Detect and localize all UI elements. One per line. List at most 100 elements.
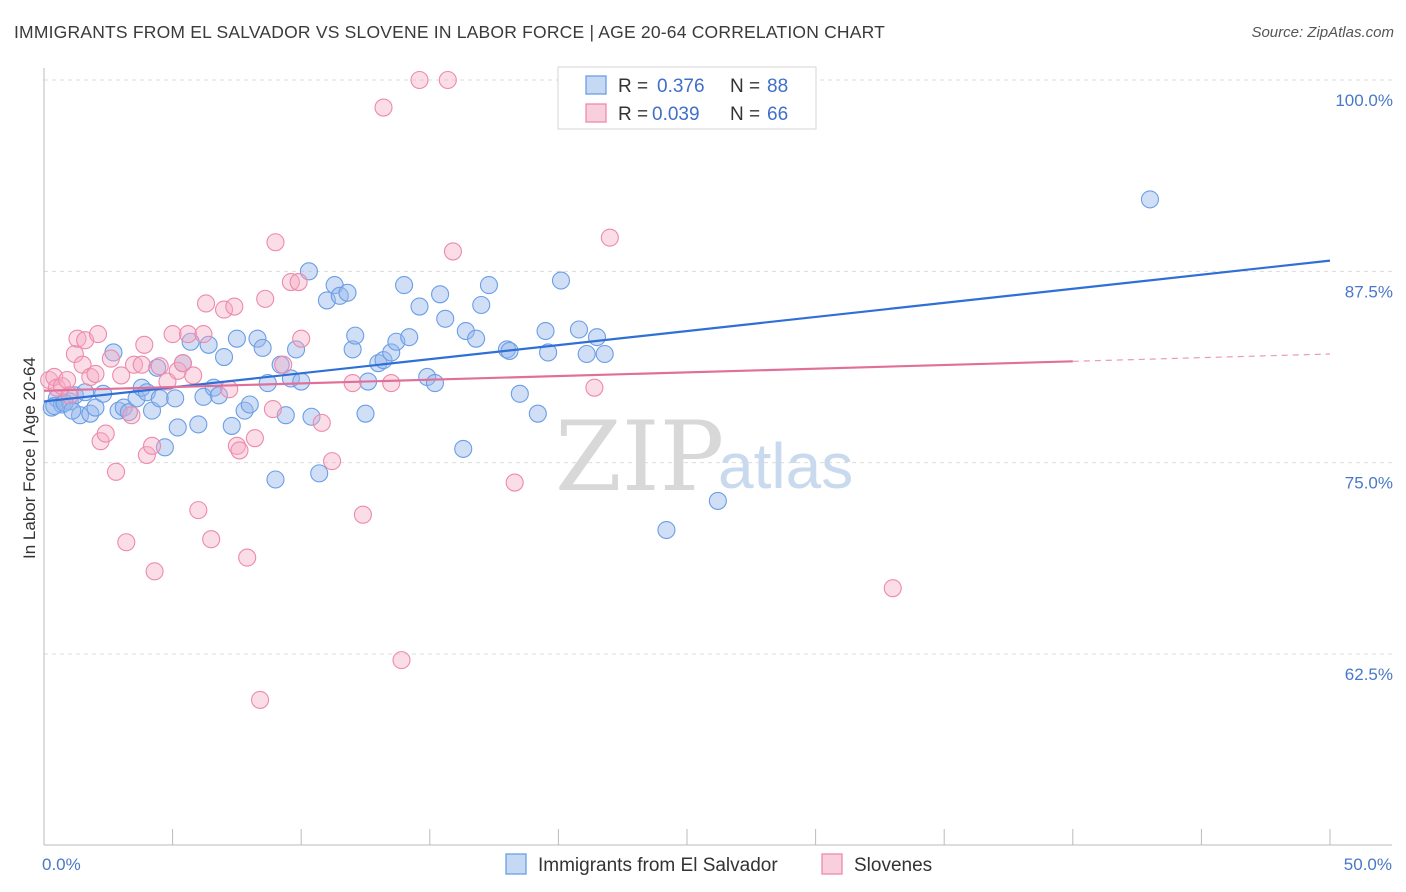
slovene-point [392,651,411,670]
slovene-point [145,562,164,581]
slovene-point [178,325,198,344]
slovene-point [353,505,372,524]
slovene-point [220,380,239,399]
el-salvador-point [528,404,547,423]
axes [43,68,1392,846]
trend-lines [43,259,1331,403]
slovene-point [600,228,619,247]
el-salvador-point [86,398,105,417]
slovene-point [443,242,462,261]
el-salvador-point [436,309,455,328]
el-salvador-point [472,295,491,315]
slovene-point [214,300,234,319]
el-salvador-point [595,344,614,364]
legend-r-value-1: 0.376 [657,76,705,97]
el-salvador-point [577,344,596,364]
el-salvador-point [214,348,234,367]
chart-title: IMMIGRANTS FROM EL SALVADOR VS SLOVENE I… [14,22,886,42]
gridlines [44,79,1392,655]
el-salvador-point [479,276,499,295]
el-salvador-point [431,285,450,304]
el-salvador-point [310,464,329,483]
slovene-point [163,325,182,344]
slovene-point [374,98,393,117]
slovene-point [438,70,457,90]
y-tick-label: 100.0% [1335,91,1393,110]
el-salvador-point [410,297,429,316]
top-legend: R = 0.376 N = 88 R = 0.039 N = 66 [557,66,817,130]
legend-r-label-2: R = [618,104,648,125]
el-salvador-point [356,404,375,423]
slovene-point [96,424,115,443]
slovene-point [292,329,311,348]
el-salvador-point [63,401,82,420]
y-tick-label: 75.0% [1345,474,1393,493]
legend-n-label-2: N = [730,104,760,125]
el-salvador-point [240,395,259,414]
el-salvador-point [194,387,213,406]
el-salvador-point [343,340,362,359]
el-salvador-point [551,271,571,290]
el-salvador-point [292,372,311,391]
el-salvador-point [266,470,285,489]
legend-n-value-2: 66 [767,104,788,125]
slovene-point [132,355,151,374]
slovene-point [124,355,144,374]
y-tick-label: 62.5% [1345,665,1393,684]
trend-line-el-salvador [43,259,1331,403]
legend-n-label-1: N = [730,76,760,97]
legend-r-value-2: 0.039 [652,104,700,125]
slovene-point [230,441,249,460]
el-salvador-point [189,415,208,434]
el-salvador-point [382,343,401,362]
bottom-legend: Immigrants from El Salvador Slovenes [505,853,932,876]
y-tick-labels: 62.5% 75.0% 87.5% 100.0% [1335,91,1393,684]
legend-swatch-blue [585,75,607,95]
slovene-point [122,406,141,425]
slovene-point [281,272,300,292]
el-salvador-point [222,416,241,435]
el-salvador-point [510,384,529,403]
el-salvador-point [1140,190,1160,209]
slovene-point [137,445,156,465]
el-salvador-point [166,389,185,408]
el-salvador-point [425,374,444,393]
slovene-point [184,366,203,385]
slovene-point [106,462,126,481]
slovene-point [101,349,120,368]
legend-swatch-pink [585,103,607,123]
slovene-point [225,297,244,316]
slovene-point [88,325,108,344]
slovene-point [585,378,604,397]
el-salvador-point [587,328,607,347]
watermark: ZIP atlas [555,401,853,513]
el-salvador-point [539,343,558,362]
el-salvador-point [287,340,306,359]
data-points [40,70,1160,709]
x-tick-label: 50.0% [1344,855,1392,874]
slovene-point [142,436,162,455]
source-label: Source: ZipAtlas.com [1251,24,1394,41]
el-salvador-point [708,491,727,510]
slovene-point [202,530,221,549]
slovene-point [263,400,282,419]
slovene-point [112,366,131,385]
el-salvador-point [456,321,475,341]
el-salvador-point [395,276,414,295]
slovene-point [256,289,275,308]
slovene-point [117,533,136,552]
slovene-point [274,355,293,374]
slovene-point [245,429,264,448]
slovene-point [410,70,429,90]
slovene-point [238,548,257,567]
el-salvador-point [346,326,365,345]
bottom-legend-label-blue: Immigrants from El Salvador [538,855,778,876]
y-tick-label: 87.5% [1345,282,1393,301]
slovene-point [505,473,524,492]
slovene-point [323,452,342,471]
el-salvador-point [119,403,138,422]
slovene-point [135,335,154,354]
trend-line-slovene [43,360,1073,392]
y-axis-title: In Labor Force | Age 20-64 [20,357,39,559]
